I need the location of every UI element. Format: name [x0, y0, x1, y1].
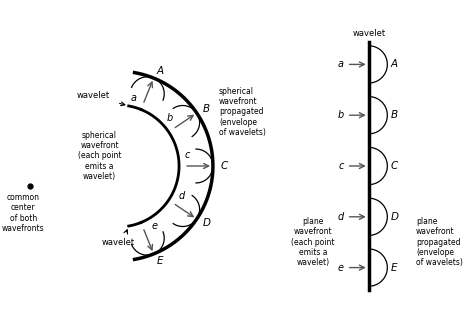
Text: wavelet: wavelet — [77, 91, 110, 100]
Text: c: c — [185, 150, 190, 160]
Text: a: a — [131, 93, 137, 103]
Text: C: C — [391, 161, 398, 171]
Text: spherical
wavefront
(each point
emits a
wavelet): spherical wavefront (each point emits a … — [78, 130, 121, 181]
Text: common
center
of both
wavefronts: common center of both wavefronts — [2, 193, 45, 233]
Text: C: C — [220, 161, 228, 171]
Text: wavelet: wavelet — [352, 29, 385, 38]
Text: a: a — [338, 59, 344, 69]
Text: d: d — [338, 212, 344, 222]
Text: e: e — [151, 221, 157, 231]
Text: plane
wavefront
propagated
(envelope
of wavelets): plane wavefront propagated (envelope of … — [416, 217, 463, 268]
Text: b: b — [166, 113, 173, 123]
Text: spherical
wavefront
propagated
(envelope
of wavelets): spherical wavefront propagated (envelope… — [219, 87, 266, 137]
Text: e: e — [338, 263, 344, 273]
Text: A: A — [156, 66, 164, 76]
Text: d: d — [179, 191, 185, 201]
Text: A: A — [391, 59, 398, 69]
Text: wavelet: wavelet — [102, 238, 135, 247]
Text: B: B — [203, 104, 210, 114]
Text: c: c — [338, 161, 344, 171]
Text: B: B — [391, 110, 398, 120]
Text: plane
wavefront
(each point
emits a
wavelet): plane wavefront (each point emits a wave… — [291, 217, 335, 268]
Text: E: E — [156, 256, 163, 266]
Text: D: D — [391, 212, 399, 222]
Text: b: b — [338, 110, 344, 120]
Text: D: D — [203, 218, 211, 228]
Text: E: E — [391, 263, 397, 273]
